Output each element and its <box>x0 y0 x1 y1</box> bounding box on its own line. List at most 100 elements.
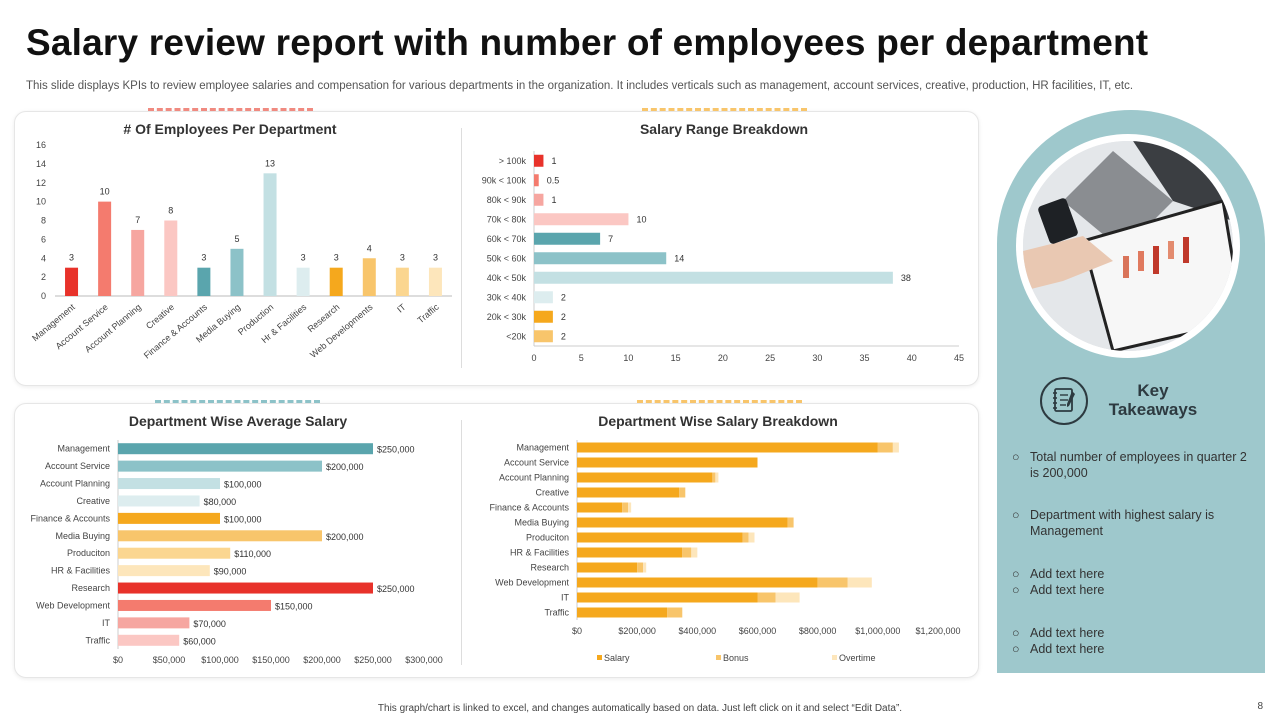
y-tick-label: 10 <box>36 197 46 207</box>
bullet-marker: ○ <box>1012 450 1020 464</box>
bar-segment-salary <box>577 442 878 453</box>
data-label: 3 <box>433 253 438 263</box>
bar <box>65 267 79 296</box>
chart-title-salary-breakdown: Department Wise Salary Breakdown <box>598 413 838 429</box>
bar <box>118 460 322 472</box>
y-tick-label: > 100k <box>499 156 527 166</box>
x-tick-label: $50,000 <box>153 655 186 665</box>
y-tick-label: Traffic <box>85 635 110 645</box>
x-tick-label: 10 <box>623 353 633 363</box>
x-tick-label: $400,000 <box>679 626 717 636</box>
bar-segment-overtime <box>748 532 755 543</box>
bar <box>98 201 112 296</box>
takeaways-title-line1: Key <box>1137 381 1169 400</box>
panel-divider <box>461 420 462 665</box>
takeaway-item: ○ Add text here <box>1012 641 1252 657</box>
data-label: 38 <box>901 273 911 283</box>
bar-segment-overtime <box>847 577 872 588</box>
data-label: $60,000 <box>183 636 216 646</box>
x-tick-label: $0 <box>572 626 582 636</box>
chart-title-avg-salary: Department Wise Average Salary <box>128 413 348 429</box>
data-label: 3 <box>400 253 405 263</box>
bar-segment-bonus <box>637 562 644 573</box>
takeaway-item: ○ Add text here <box>1012 582 1252 598</box>
legend-swatch <box>716 655 721 660</box>
bar-segment-salary <box>577 607 668 618</box>
bar <box>118 495 200 507</box>
bar <box>230 248 244 296</box>
bar <box>395 267 409 296</box>
data-label: 10 <box>100 187 110 197</box>
decor-dash <box>642 108 807 114</box>
bar <box>534 330 553 343</box>
bar-segment-bonus <box>877 442 893 453</box>
takeaway-text: Department with highest salary is Manage… <box>1030 508 1215 538</box>
y-tick-label: 60k < 70k <box>487 234 527 244</box>
bar-segment-bonus <box>712 472 716 483</box>
takeaway-text: Total number of employees in quarter 2 i… <box>1030 450 1247 480</box>
data-label: 10 <box>636 214 646 224</box>
y-tick-label: Produciton <box>67 548 110 558</box>
data-label: $90,000 <box>214 567 247 577</box>
bar <box>428 267 442 296</box>
bar-segment-bonus <box>787 517 794 528</box>
takeaway-text: Add text here <box>1030 626 1105 640</box>
y-tick-label: HR & Facilities <box>51 566 111 576</box>
x-tick-label: $300,000 <box>405 655 443 665</box>
y-tick-label: Web Development <box>495 578 569 588</box>
x-tick-label: 5 <box>579 353 584 363</box>
legend-label: Overtime <box>839 653 876 663</box>
footer-note: This graph/chart is linked to excel, and… <box>377 703 903 714</box>
chart-title-employees: # Of Employees Per Department <box>123 121 337 137</box>
y-tick-label: 2 <box>41 272 46 282</box>
bar <box>118 634 180 646</box>
bar-segment-overtime <box>775 592 800 603</box>
y-tick-label: 6 <box>41 234 46 244</box>
y-tick-label: Management <box>57 444 110 454</box>
x-tick-label: Account Planning <box>83 302 143 355</box>
y-tick-label: Research <box>71 583 110 593</box>
bar <box>118 443 373 455</box>
bar <box>118 530 322 542</box>
data-label: 1 <box>551 156 556 166</box>
bar-segment-overtime <box>892 442 899 453</box>
y-tick-label: Media Buying <box>55 531 110 541</box>
y-tick-label: 12 <box>36 178 46 188</box>
y-tick-label: Management <box>516 443 569 453</box>
y-tick-label: 90k < 100k <box>482 175 527 185</box>
takeaway-text: Add text here <box>1030 642 1105 656</box>
y-tick-label: Account Service <box>504 458 569 468</box>
y-tick-label: 14 <box>36 159 46 169</box>
x-tick-label: $1,200,000 <box>915 626 960 636</box>
y-tick-label: Account Service <box>45 461 110 471</box>
bar-segment-salary <box>577 562 638 573</box>
x-tick-label: $0 <box>113 655 123 665</box>
photo-content <box>1023 141 1233 351</box>
data-label: 3 <box>69 253 74 263</box>
bar-segment-salary <box>577 457 758 468</box>
bar-segment-overtime <box>691 547 698 558</box>
bar-segment-salary <box>577 472 713 483</box>
bar-segment-bonus <box>757 592 776 603</box>
y-tick-label: 0 <box>41 291 46 301</box>
data-label: $250,000 <box>377 584 415 594</box>
y-tick-label: Finance & Accounts <box>489 503 569 513</box>
y-tick-label: 70k < 80k <box>487 214 527 224</box>
page-number: 8 <box>1257 701 1263 712</box>
x-tick-label: $200,000 <box>618 626 656 636</box>
y-tick-label: <20k <box>506 331 526 341</box>
bar-segment-salary <box>577 577 818 588</box>
x-tick-label: Finance & Accounts <box>142 302 210 361</box>
bar <box>534 154 544 167</box>
analytics-photo <box>1016 134 1240 358</box>
x-tick-label: $100,000 <box>201 655 239 665</box>
y-tick-label: Creative <box>76 496 110 506</box>
bar <box>131 229 145 296</box>
y-tick-label: HR & Facilities <box>510 548 570 558</box>
panel-divider <box>461 128 462 368</box>
x-tick-label: 45 <box>954 353 964 363</box>
y-tick-label: Account Planning <box>499 473 569 483</box>
x-tick-label: 20 <box>718 353 728 363</box>
data-label: $200,000 <box>326 532 364 542</box>
x-tick-label: $1,000,000 <box>855 626 900 636</box>
